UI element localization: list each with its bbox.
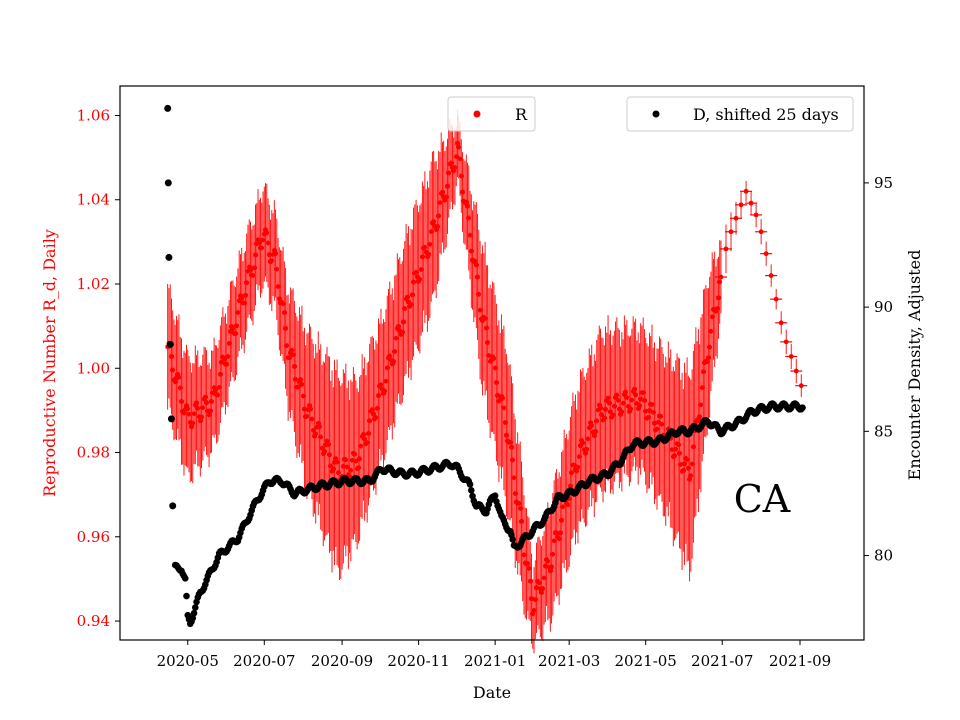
y-right-axis-title: Encounter Density, Adjusted <box>905 250 924 481</box>
d-point <box>191 604 199 611</box>
legend-r-marker <box>473 110 481 118</box>
y-right-tick-label: 90 <box>874 298 893 316</box>
x-tick-label: 2021-07 <box>691 652 753 670</box>
r-point <box>793 368 799 374</box>
r-series <box>165 109 808 654</box>
y-right-tick-label: 80 <box>874 547 893 565</box>
x-tick-label: 2020-05 <box>157 652 219 670</box>
y-left-tick-label: 1.02 <box>77 275 110 293</box>
x-tick-label: 2021-03 <box>538 652 600 670</box>
plot-frame <box>119 85 865 641</box>
x-tick-label: 2020-11 <box>387 652 449 670</box>
legend-d-label: D, shifted 25 days <box>693 105 839 124</box>
d-point <box>183 592 190 600</box>
r-point <box>733 215 739 221</box>
legend-r-box <box>447 96 536 132</box>
y-left-tick-label: 1.06 <box>77 106 110 124</box>
legend-d-marker <box>652 110 660 118</box>
d-point <box>166 340 174 348</box>
x-tick-label: 2021-05 <box>615 652 677 670</box>
r-point <box>718 274 724 280</box>
r-point <box>768 273 774 278</box>
r-point <box>763 251 769 257</box>
y-right-tick-label: 95 <box>874 174 893 192</box>
d-point <box>165 253 173 261</box>
x-axis-title: Date <box>473 683 511 702</box>
x-tick-label: 2021-09 <box>769 652 831 670</box>
d-point <box>799 404 806 412</box>
d-point <box>181 575 189 582</box>
d-point <box>190 609 198 617</box>
y-left-tick-label: 0.98 <box>77 444 110 462</box>
r-point <box>748 200 754 206</box>
d-point <box>169 502 177 510</box>
x-tick-label: 2020-07 <box>233 652 295 670</box>
d-point <box>167 415 175 423</box>
y-axis-right: 80 85 90 95 <box>864 174 893 565</box>
d-point <box>164 179 172 187</box>
y-left-tick-label: 1.04 <box>77 191 110 209</box>
state-annotation: CA <box>734 477 791 521</box>
y-left-tick-label: 0.96 <box>77 528 110 546</box>
d-point <box>467 487 475 494</box>
r-point <box>728 229 734 235</box>
x-tick-label: 2020-09 <box>311 652 373 670</box>
y-left-axis-title: Reproductive Number R_d, Daily <box>40 229 59 497</box>
d-point <box>509 536 517 543</box>
r-point <box>788 354 794 359</box>
r-point <box>773 296 779 302</box>
y-left-tick-label: 1.00 <box>77 359 110 377</box>
d-point <box>491 492 499 499</box>
r-point <box>783 339 789 345</box>
legend-r-label: R <box>515 105 528 124</box>
r-point <box>723 246 729 252</box>
legend-d: D, shifted 25 days <box>626 96 854 132</box>
r-point <box>738 202 744 208</box>
y-left-tick-label: 0.94 <box>77 612 110 630</box>
x-axis: 2020-05 2020-07 2020-09 2020-11 2021-01 2021-… <box>157 640 831 670</box>
legend-r: R <box>447 96 536 132</box>
r-point <box>753 212 759 218</box>
d-point <box>164 104 172 112</box>
d-series <box>164 104 806 628</box>
y-axis-left: 0.94 0.96 0.98 1.00 1.02 1.04 1.06 <box>77 106 120 630</box>
y-right-tick-label: 85 <box>874 422 893 440</box>
r-point <box>778 320 784 326</box>
r-point <box>798 383 804 389</box>
legend-d-box <box>626 96 854 132</box>
r-point <box>758 229 764 235</box>
x-tick-label: 2021-01 <box>464 652 526 670</box>
r-point <box>743 188 749 194</box>
d-point <box>466 481 474 488</box>
